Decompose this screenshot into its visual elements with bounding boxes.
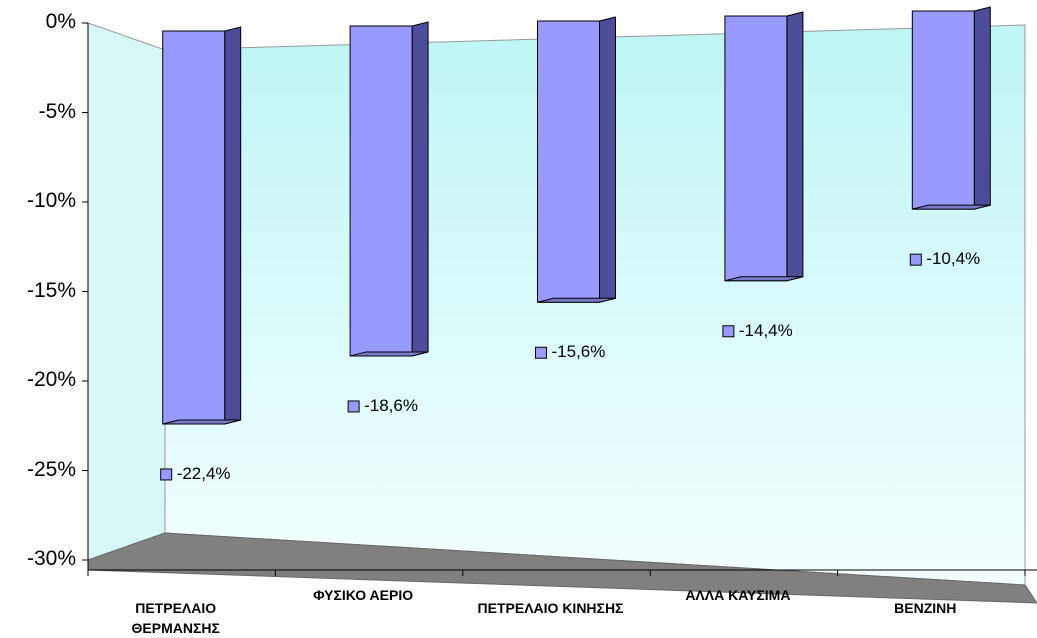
x-tick-label: ΒΕΝΖΙΝΗ — [894, 600, 957, 616]
bar-side — [224, 26, 242, 425]
value-marker — [160, 468, 173, 481]
y-tick-label: -25% — [26, 457, 76, 481]
value-marker — [722, 325, 735, 338]
y-tick-label: 0% — [45, 10, 76, 33]
x-tick-label: ΠΕΤΡΕΛΑΙΟ ΘΕΡΜΑΝΣΗΣ — [131, 600, 220, 636]
bar-bottom — [912, 204, 991, 210]
bar-side — [786, 11, 804, 282]
y-tick-label: -20% — [26, 368, 76, 391]
x-tick-label: ΑΛΛΑ ΚΑΥΣΙΜΑ — [685, 587, 791, 603]
value-label: -14,4% — [738, 320, 793, 340]
bar-side — [599, 16, 616, 303]
value-marker — [909, 253, 922, 266]
y-tick-label: -30% — [26, 547, 76, 570]
bar-bottom — [349, 351, 429, 357]
value-label: -22,4% — [176, 463, 231, 483]
bar — [537, 20, 600, 303]
value-label: -15,6% — [551, 342, 606, 362]
y-tick-label: -15% — [26, 278, 76, 302]
value-marker — [347, 400, 360, 413]
value-label: -10,4% — [926, 249, 981, 269]
value-label: -18,6% — [364, 395, 418, 415]
bar — [724, 15, 788, 282]
y-tick-label: -5% — [38, 99, 76, 123]
bar-side — [973, 6, 991, 210]
x-tick-label: ΠΕΤΡΕΛΑΙΟ ΚΙΝΗΣΗΣ — [477, 600, 624, 616]
bar — [911, 10, 975, 210]
bar — [349, 25, 413, 357]
x-tick-label: ΦΥΣΙΚΟ ΑΕΡΙΟ — [313, 587, 414, 603]
bar-side — [411, 21, 429, 357]
value-marker — [535, 346, 547, 359]
y-tick-label: -10% — [26, 189, 76, 212]
bar — [162, 30, 226, 425]
bar-bottom — [537, 297, 616, 303]
bar-bottom — [724, 276, 804, 282]
bar-bottom — [162, 419, 241, 425]
side-wall — [87, 22, 166, 561]
